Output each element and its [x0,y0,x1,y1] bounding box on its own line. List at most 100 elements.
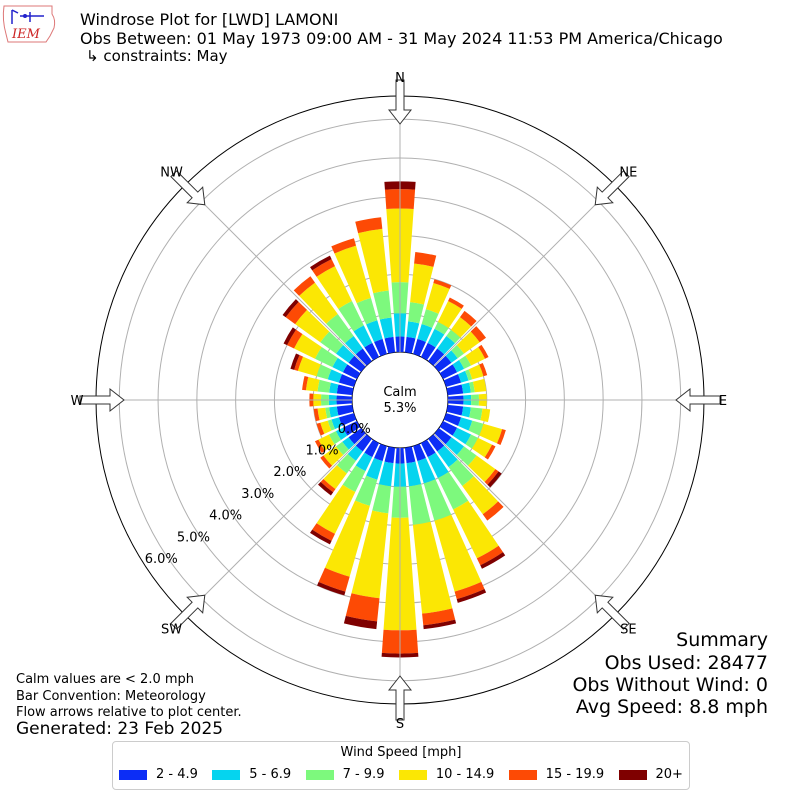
wind-bar-segment [342,364,361,380]
wind-bar-segment [312,523,335,541]
legend-item: 7 - 9.9 [305,767,385,782]
wind-bar-segment [487,471,502,488]
wind-bar-segment [446,404,464,416]
wind-bar-segment [329,406,339,418]
calm-label: Calm [383,385,416,400]
wind-bar-segment [480,552,506,569]
wind-bar-segment [412,521,453,614]
chart-title: Windrose Plot for [LWD] LAMONI [80,10,339,29]
direction-label: S [396,717,404,732]
wind-bar-segment [484,444,496,460]
wind-bar-segment [348,428,366,445]
wind-bar-segment [434,355,452,372]
wind-bar-segment [338,413,357,426]
wind-bar-segment [331,417,343,430]
wind-bar-segment [413,338,426,357]
wind-bar-segment [297,356,321,377]
direction-label: W [71,394,84,409]
wind-bar-segment [467,455,496,482]
direction-label: N [395,71,405,86]
wind-bar-segment [374,338,387,357]
wind-bar-segment [461,382,471,394]
legend-item: 5 - 6.9 [212,767,291,782]
wind-bar-segment [374,443,387,462]
legend-item: 15 - 19.9 [508,767,604,782]
wind-bar-segment [325,407,331,419]
wind-bar-segment [456,588,487,603]
wind-bar-segment [410,263,434,305]
legend-swatch [119,769,147,780]
wind-bar-segment [384,446,396,464]
radial-tick-label: 0.0% [338,422,371,437]
wind-bar-segment [468,420,484,436]
wind-bar-segment [356,297,378,325]
wind-bar-segment [413,443,426,462]
wind-bar-segment [317,581,346,596]
legend-label: 7 - 9.9 [342,767,385,782]
direction-arrow [387,79,413,125]
wind-bar-segment [293,276,315,296]
wind-bar-segment [364,439,380,458]
wind-bar-segment [358,228,389,294]
wind-bar-segment [366,457,383,480]
wind-bar-segment [446,384,464,396]
summary-avg-speed: Avg Speed: 8.8 mph [575,696,768,718]
grid-spoke [433,184,616,367]
wind-bar-segment [335,345,355,363]
wind-bar-segment [316,484,356,534]
wind-bar-segment [434,428,452,445]
wind-bar-segment [448,459,474,487]
legend-swatch [618,769,647,780]
wind-bar-segment [404,446,416,464]
wind-bar-segment [323,446,344,466]
wind-bar-segment [313,408,320,422]
legend-swatch [398,769,427,780]
wind-bar-segment [316,422,325,436]
wind-bar-segment [479,362,488,377]
wind-bar-segment [465,369,473,381]
wind-bar-segment [443,374,462,387]
direction-arrow [594,170,630,206]
direction-arrow [594,594,630,630]
wind-bar-segment [459,310,477,327]
direction-label: NE [619,166,637,181]
wind-bar-segment [420,342,436,361]
summary-obs-used: Obs Used: 28477 [604,652,768,674]
wind-bar-segment [347,445,363,461]
wind-bar-segment [327,419,335,431]
wind-bar-segment [290,353,300,370]
grid-spoke [184,184,367,367]
wind-bar-segment [417,323,433,343]
wind-bar-segment [482,501,504,521]
wind-bar-segment [452,427,472,445]
wind-bar-segment [484,469,499,485]
wind-bar-segment [312,259,335,277]
wind-bar-segment [342,465,366,493]
radial-tick-label: 3.0% [241,487,274,502]
wind-bar-segment [439,420,458,436]
wind-bar-segment [453,500,499,559]
wind-bar-segment [456,331,480,354]
wind-bar-segment [448,297,464,309]
radial-tick-label: 4.0% [209,509,242,524]
wind-bar-segment [316,364,332,380]
wind-bar-segment [320,455,333,469]
direction-label: E [719,394,727,409]
wind-bar-segment [439,364,458,380]
wind-bar-segment [384,336,396,354]
wind-bar-segment [348,355,366,372]
direction-label: NW [160,166,183,181]
wind-bar-segment [434,514,482,592]
wind-bar-segment [283,327,297,346]
wind-bar-segment [465,434,479,449]
wind-bar-segment [378,461,394,487]
wind-bar-segment [373,290,392,320]
wind-bar-segment [421,309,439,328]
wind-bar-segment [414,251,437,267]
wind-bar-segment [314,346,338,368]
wind-bar-segment [425,282,450,314]
wind-bar-segment [310,255,332,271]
legend-item: 2 - 4.9 [119,767,198,782]
wind-bar-segment [353,325,373,348]
